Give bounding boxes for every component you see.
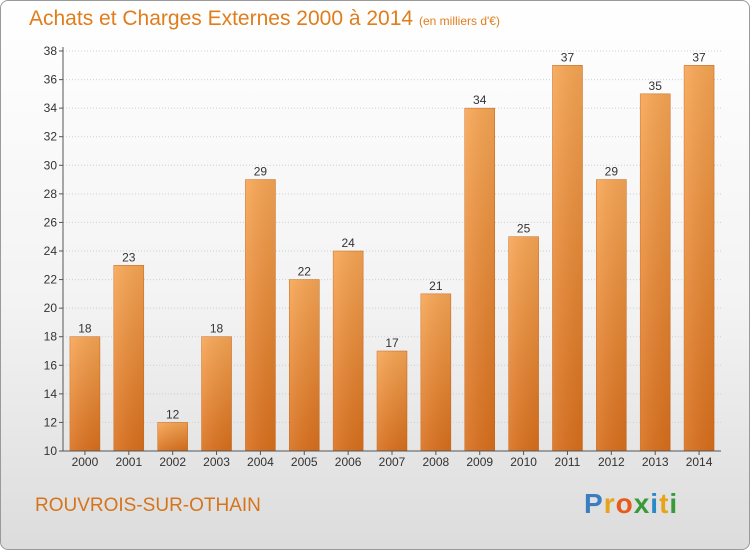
bar-shine-2013 <box>640 93 671 451</box>
bar-shine-2014 <box>684 65 715 452</box>
y-tick-label: 38 <box>44 44 58 58</box>
x-tick-label: 2001 <box>115 455 142 469</box>
bar-shine-2007 <box>377 351 407 451</box>
logo-letter: x <box>633 488 651 519</box>
logo-letter: r <box>603 488 616 519</box>
bar-shine-2009 <box>464 108 495 452</box>
y-tick-label: 26 <box>44 215 58 229</box>
x-tick-label: 2000 <box>72 455 99 469</box>
town-name: ROUVROIS-SUR-OTHAIN <box>35 495 261 516</box>
data-label: 17 <box>385 336 399 350</box>
bar-shine-2000 <box>69 336 100 451</box>
x-tick-label: 2008 <box>423 455 450 469</box>
y-tick-label: 16 <box>44 358 58 372</box>
data-label: 34 <box>473 93 487 107</box>
bar-shine-2001 <box>113 265 144 451</box>
x-tick-label: 2002 <box>159 455 186 469</box>
y-tick-label: 20 <box>44 301 58 315</box>
logo-letter: o <box>615 488 634 519</box>
bar-shine-2008 <box>420 293 451 451</box>
x-tick-label: 2009 <box>466 455 493 469</box>
data-label: 29 <box>605 165 619 179</box>
data-label: 24 <box>341 236 355 250</box>
axes: 10 12 14 16 18 20 22 24 26 28 30 32 34 36 38 2000 2001 20… <box>44 44 721 469</box>
data-label: 23 <box>122 250 136 264</box>
bar-shine-2003 <box>201 336 232 451</box>
bars: 18 23 12 18 29 22 24 17 21 34 25 37 29 35 37 <box>69 50 715 452</box>
y-tick-label: 32 <box>44 130 58 144</box>
logo-letter: t <box>659 488 670 519</box>
y-tick-label: 30 <box>44 158 58 172</box>
logo-letter: i <box>650 488 660 519</box>
x-tick-label: 2012 <box>598 455 625 469</box>
x-tick-label: 2004 <box>247 455 274 469</box>
y-tick-label: 14 <box>44 387 58 401</box>
x-tick-label: 2014 <box>686 455 713 469</box>
data-label: 37 <box>692 50 706 64</box>
x-tick-label: 2006 <box>335 455 362 469</box>
bar-shine-2005 <box>289 279 320 451</box>
x-tick-label: 2003 <box>203 455 230 469</box>
y-tick-label: 34 <box>44 101 58 115</box>
y-tick-label: 10 <box>44 444 58 458</box>
data-label: 12 <box>166 407 180 421</box>
bar-shine-2011 <box>552 65 583 452</box>
x-tick-label: 2007 <box>379 455 406 469</box>
x-tick-label: 2010 <box>510 455 537 469</box>
data-label: 21 <box>429 279 443 293</box>
chart-title: Achats et Charges Externes 2000 à 2014 <box>29 7 414 30</box>
y-tick-label: 22 <box>44 273 58 287</box>
y-tick-label: 18 <box>44 330 58 344</box>
y-tick-label: 12 <box>44 415 58 429</box>
x-tick-label: 2005 <box>291 455 318 469</box>
data-label: 29 <box>254 165 268 179</box>
data-label: 18 <box>210 322 224 336</box>
x-tick-label: 2013 <box>642 455 669 469</box>
bar-shine-2002 <box>157 422 188 451</box>
bar-shine-2006 <box>333 251 364 451</box>
data-label: 22 <box>298 265 312 279</box>
y-tick-label: 24 <box>44 244 58 258</box>
x-tick-label: 2011 <box>555 455 581 469</box>
data-label: 35 <box>649 79 663 93</box>
y-tick-label: 28 <box>44 187 58 201</box>
bar-shine-2010 <box>508 236 539 451</box>
logo-letter: i <box>669 488 679 519</box>
y-tick-label: 36 <box>44 73 58 87</box>
data-label: 25 <box>517 222 531 236</box>
data-label: 37 <box>561 50 575 64</box>
data-label: 18 <box>78 322 92 336</box>
bar-shine-2012 <box>596 179 627 452</box>
logo-letter: P <box>584 488 604 519</box>
bar-shine-2004 <box>245 179 276 452</box>
chart-subtitle: (en milliers d'€) <box>419 14 500 28</box>
proxiti-logo: Proxiti <box>584 488 678 520</box>
